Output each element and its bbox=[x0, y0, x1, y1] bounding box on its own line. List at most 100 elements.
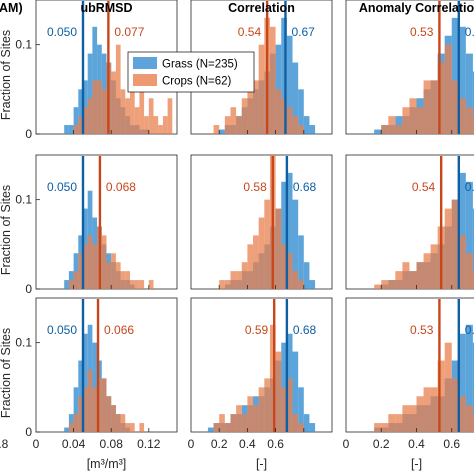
crops-bar bbox=[423, 253, 431, 289]
histogram-panel: 0.68 0.59 0 0.2 0.4 0.6 0.8 [-] bbox=[0, 297, 333, 471]
crops-bar bbox=[264, 199, 270, 289]
crops-bar bbox=[281, 244, 287, 289]
legend: Grass (N=235) Crops (N=62) bbox=[127, 51, 255, 93]
crops-median-label: 0.077 bbox=[114, 25, 144, 39]
crops-bar bbox=[101, 378, 107, 432]
crops-bar bbox=[68, 280, 74, 289]
crops-bar bbox=[111, 253, 116, 289]
y-axis-label: Fraction of Sites bbox=[0, 30, 13, 120]
grass-bar bbox=[286, 172, 293, 289]
grass-bar bbox=[68, 125, 74, 134]
grass-bar bbox=[309, 280, 316, 289]
figure-overlays: AM) Fraction of Sites Fraction of Sites Fra… bbox=[0, 1, 255, 418]
grass-bar bbox=[64, 280, 69, 289]
crops-bar bbox=[219, 280, 225, 289]
crops-bar bbox=[409, 98, 417, 134]
crops-bar bbox=[298, 125, 304, 134]
crops-bar bbox=[120, 414, 126, 432]
crops-bar bbox=[423, 387, 431, 432]
y-axis-label: Fraction of Sites bbox=[0, 328, 13, 418]
crops-bar bbox=[115, 262, 121, 289]
grass-bar bbox=[309, 125, 316, 134]
grass-bar bbox=[298, 387, 304, 432]
grass-bar bbox=[309, 423, 316, 432]
x-tick-label: 0.4 bbox=[239, 437, 256, 451]
crops-bar bbox=[115, 44, 121, 134]
crops-bar bbox=[381, 423, 389, 432]
crops-bar bbox=[247, 89, 254, 134]
crops-bar bbox=[286, 378, 293, 432]
crops-bar bbox=[83, 387, 88, 432]
crops-bar bbox=[281, 98, 287, 134]
grass-median-label: 0.68 bbox=[293, 180, 317, 194]
grass-median-label: 0.6 bbox=[465, 25, 474, 39]
crops-bar bbox=[258, 217, 265, 289]
crops-bar bbox=[213, 125, 220, 134]
grass-median-label: 0.050 bbox=[47, 180, 77, 194]
crops-bar bbox=[148, 98, 154, 134]
crops-bar bbox=[275, 89, 282, 134]
grass-bar bbox=[292, 199, 299, 289]
column-title: Correlation bbox=[228, 1, 295, 15]
grass-bar bbox=[458, 26, 466, 134]
grass-bar bbox=[465, 181, 473, 289]
crops-bar bbox=[286, 107, 293, 134]
column-title: Anomaly Correlatio bbox=[359, 1, 474, 15]
crops-bar bbox=[444, 44, 452, 134]
crops-bar bbox=[465, 107, 473, 134]
crops-bar bbox=[130, 280, 135, 289]
grass-median-label: 0.6 bbox=[465, 323, 474, 337]
crops-bar bbox=[430, 80, 438, 134]
y-axis-label: Fraction of Sites bbox=[0, 185, 13, 275]
crops-bar bbox=[388, 116, 396, 134]
crops-bar bbox=[292, 116, 299, 134]
crops-bar bbox=[68, 423, 74, 432]
grass-bar bbox=[281, 17, 287, 134]
crops-bar bbox=[451, 199, 459, 289]
crops-bar bbox=[381, 125, 389, 134]
crops-bar bbox=[92, 80, 98, 134]
crops-bar bbox=[230, 414, 237, 432]
crops-bar bbox=[402, 405, 410, 432]
crops-bar bbox=[73, 414, 79, 432]
grass-bar bbox=[298, 235, 304, 289]
grass-bar bbox=[465, 53, 473, 134]
crops-bar bbox=[224, 423, 231, 432]
legend-entry-label: Crops (N=62) bbox=[162, 76, 232, 88]
crops-bar bbox=[139, 280, 145, 289]
grass-bar bbox=[281, 342, 287, 432]
crops-bar bbox=[472, 116, 474, 134]
grass-bar bbox=[472, 342, 474, 432]
crops-bar bbox=[130, 80, 135, 134]
crops-bar bbox=[125, 423, 130, 432]
histogram-panel: 0.6 0.54 bbox=[345, 154, 474, 290]
x-tick-label: 0.2 bbox=[373, 437, 390, 451]
grass-bar bbox=[303, 116, 310, 134]
grass-bar bbox=[92, 26, 98, 134]
crops-bar bbox=[465, 405, 473, 432]
crops-bar bbox=[430, 244, 438, 289]
crops-bar bbox=[423, 80, 431, 134]
crops-bar bbox=[236, 271, 242, 289]
crops-bar bbox=[430, 387, 438, 432]
crops-bar bbox=[281, 387, 287, 432]
crops-bar bbox=[247, 396, 254, 432]
crops-bar bbox=[264, 378, 270, 432]
crops-bar bbox=[253, 80, 259, 134]
x-axis-label: [-] bbox=[411, 457, 422, 471]
crops-bar bbox=[97, 80, 102, 134]
grass-bar bbox=[73, 107, 79, 134]
grass-bar bbox=[87, 53, 93, 134]
crops-bar bbox=[162, 116, 168, 134]
crops-bar bbox=[73, 125, 79, 134]
crops-median-label: 0.54 bbox=[238, 25, 262, 39]
crops-bar bbox=[458, 235, 466, 289]
x-tick-label: 0 bbox=[33, 437, 40, 451]
crops-bar bbox=[416, 107, 424, 134]
grass-bar bbox=[298, 89, 304, 134]
crops-bar bbox=[444, 208, 452, 289]
crops-bar bbox=[437, 360, 445, 432]
grass-bar bbox=[83, 333, 88, 432]
crops-bar bbox=[73, 271, 79, 289]
